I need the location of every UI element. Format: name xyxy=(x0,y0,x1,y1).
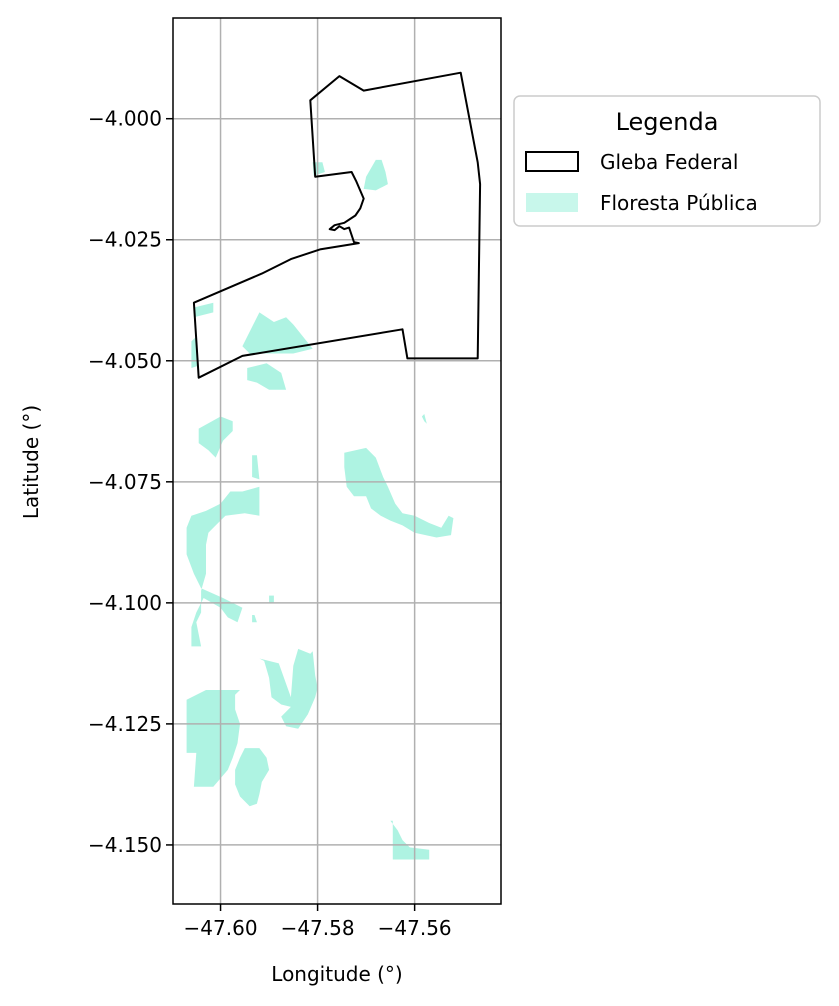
y-tick-label-6: −4.150 xyxy=(88,833,162,857)
legend-title: Legenda xyxy=(616,108,719,136)
x-tick-label-1: −47.58 xyxy=(281,916,355,940)
floresta-publica-patch-12 xyxy=(269,595,274,603)
floresta-publica-patch-9 xyxy=(421,414,427,424)
legend-box xyxy=(513,95,821,227)
x-axis-label: Longitude (°) xyxy=(271,962,402,986)
legend-swatch-floresta-publica xyxy=(526,193,578,212)
y-tick-label-5: −4.125 xyxy=(88,712,162,736)
y-tick-label-2: −4.050 xyxy=(88,349,162,373)
floresta-publica-patch-10 xyxy=(344,447,454,538)
floresta-publica-patch-6 xyxy=(247,363,287,390)
y-tick-label-4: −4.100 xyxy=(88,591,162,615)
y-tick-label-1: −4.025 xyxy=(88,228,162,252)
floresta-publica-patch-11 xyxy=(186,486,260,647)
x-axis-ticks: −47.60 −47.58 −47.56 xyxy=(184,904,452,940)
y-axis-ticks: −4.000 −4.025 −4.050 −4.075 −4.100 −4.125 −4.1… xyxy=(88,107,173,857)
grid xyxy=(173,18,501,904)
floresta-publica-patch-17 xyxy=(390,820,430,860)
x-tick-label-2: −47.56 xyxy=(378,916,452,940)
y-tick-label-3: −4.075 xyxy=(88,470,162,494)
gleba-federal-layer xyxy=(192,71,482,379)
legend: Legenda Gleba Federal Floresta Pública xyxy=(513,95,821,227)
floresta-publica-layer xyxy=(186,159,454,860)
y-axis-label: Latitude (°) xyxy=(19,405,43,519)
plot-frame xyxy=(172,17,502,905)
legend-label-floresta-publica: Floresta Pública xyxy=(600,191,758,215)
floresta-publica-patch-14 xyxy=(259,648,318,729)
x-tick-label-0: −47.60 xyxy=(184,916,258,940)
floresta-publica-patch-7 xyxy=(198,416,233,458)
legend-swatch-gleba-federal xyxy=(525,151,579,172)
gleba-federal-boundary xyxy=(192,71,482,379)
y-tick-label-0: −4.000 xyxy=(88,107,162,131)
floresta-publica-patch-15 xyxy=(186,690,240,787)
floresta-publica-patch-5 xyxy=(242,312,313,354)
floresta-publica-patch-3 xyxy=(193,302,214,318)
legend-label-gleba-federal: Gleba Federal xyxy=(600,150,738,174)
floresta-publica-patch-16 xyxy=(235,748,270,807)
floresta-publica-patch-1 xyxy=(363,159,388,191)
floresta-publica-patch-13 xyxy=(252,615,257,623)
floresta-publica-patch-8 xyxy=(252,455,260,480)
